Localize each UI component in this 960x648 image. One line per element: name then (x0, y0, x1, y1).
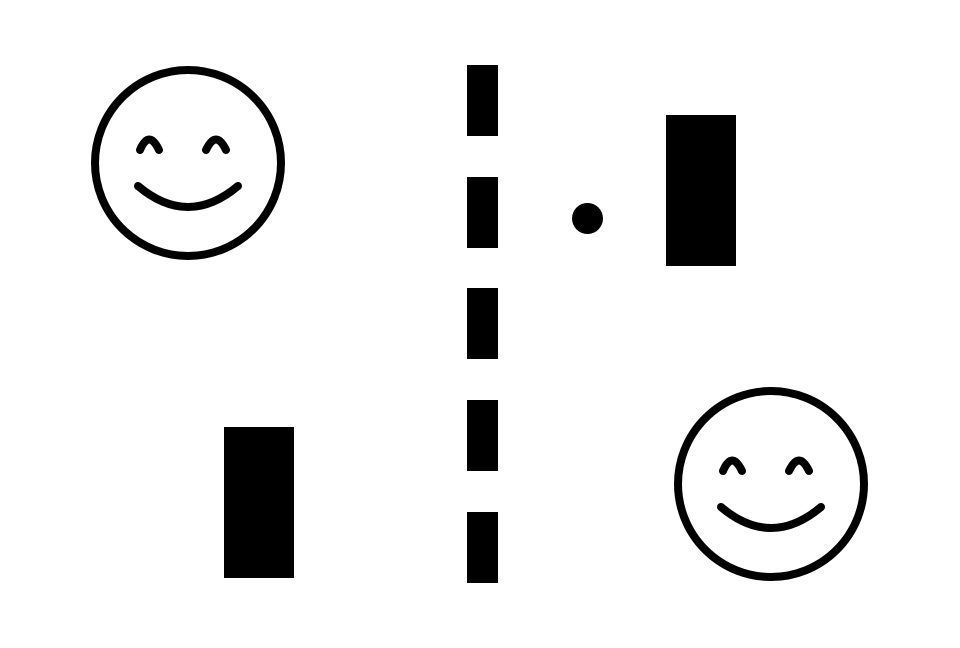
smiley-face-icon (674, 387, 868, 581)
net-dash (467, 65, 498, 136)
net-dash (467, 288, 498, 359)
net-dash (467, 512, 498, 583)
net-dash (467, 177, 498, 248)
net-dash (467, 400, 498, 471)
ball (572, 203, 603, 234)
right-paddle[interactable] (666, 115, 736, 266)
left-paddle[interactable] (224, 427, 294, 578)
left-player-smiley-icon (89, 64, 287, 262)
smiley-face-icon (91, 66, 285, 260)
right-player-smiley-icon (672, 385, 870, 583)
